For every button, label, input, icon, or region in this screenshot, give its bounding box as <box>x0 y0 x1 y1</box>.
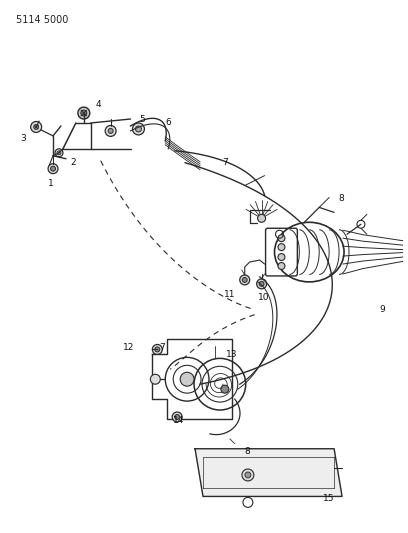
Circle shape <box>278 244 285 251</box>
Circle shape <box>152 344 162 354</box>
Circle shape <box>175 415 180 419</box>
Text: 4: 4 <box>96 100 102 109</box>
Circle shape <box>105 125 116 136</box>
Circle shape <box>57 151 61 155</box>
Text: 12: 12 <box>123 343 134 352</box>
Text: 10: 10 <box>258 293 269 302</box>
Text: 11: 11 <box>224 290 235 300</box>
Circle shape <box>31 122 42 132</box>
Circle shape <box>278 254 285 261</box>
Text: 5114 5000: 5114 5000 <box>16 15 69 25</box>
Polygon shape <box>195 449 342 496</box>
Circle shape <box>78 107 90 119</box>
Circle shape <box>242 277 247 282</box>
Circle shape <box>278 263 285 270</box>
Circle shape <box>257 279 266 289</box>
Circle shape <box>278 235 285 241</box>
Circle shape <box>155 347 160 352</box>
Text: 14: 14 <box>173 416 184 425</box>
Circle shape <box>242 469 254 481</box>
Text: 7: 7 <box>222 158 228 167</box>
Text: 7: 7 <box>160 343 165 352</box>
Circle shape <box>81 110 87 116</box>
Text: 6: 6 <box>165 118 171 127</box>
Circle shape <box>172 412 182 422</box>
Circle shape <box>133 123 144 135</box>
Text: 15: 15 <box>324 494 335 503</box>
Circle shape <box>257 214 266 222</box>
Text: 9: 9 <box>379 305 385 314</box>
Circle shape <box>135 126 142 132</box>
Circle shape <box>48 164 58 174</box>
Text: 5: 5 <box>140 115 145 124</box>
Text: 8: 8 <box>245 447 251 456</box>
Circle shape <box>34 125 39 130</box>
Circle shape <box>51 166 55 171</box>
Text: 8: 8 <box>338 194 344 203</box>
Text: 1: 1 <box>48 179 54 188</box>
Circle shape <box>180 372 194 386</box>
Text: 2: 2 <box>70 158 76 167</box>
Circle shape <box>245 472 251 478</box>
Text: 13: 13 <box>226 350 237 359</box>
Circle shape <box>108 128 113 133</box>
Circle shape <box>259 281 264 286</box>
Text: 3: 3 <box>20 134 26 143</box>
Circle shape <box>221 385 229 393</box>
Circle shape <box>151 374 160 384</box>
Circle shape <box>240 275 250 285</box>
